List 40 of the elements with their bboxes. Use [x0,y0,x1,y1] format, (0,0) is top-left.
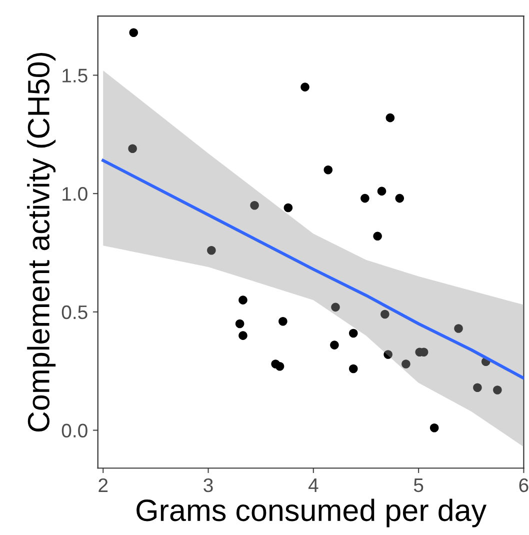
point [324,166,333,174]
point [331,302,340,312]
x-tick-label: 4 [308,478,318,492]
x-tick-label: 3 [204,478,213,492]
point [493,386,502,394]
point [250,201,259,210]
point [207,246,216,255]
point [360,194,370,203]
y-tick-label: 1.0 [62,187,88,201]
point [238,331,248,340]
point [377,186,386,196]
point [430,423,439,432]
y-tick-label: 0.5 [62,305,88,320]
point [384,350,392,359]
point [129,28,138,38]
point [380,310,390,319]
x-tick-label: 2 [98,478,108,492]
point [454,324,463,333]
point [373,232,382,241]
x-tick-label: 5 [414,478,424,492]
point [235,319,244,328]
point [395,194,404,203]
point [275,362,284,371]
point [402,360,410,368]
point [473,383,482,392]
point [238,296,248,304]
y-axis-title: Complement activity (CH50) [27,52,56,432]
point [300,82,310,92]
x-axis-title: Grams consumed per day [136,498,487,528]
point [386,113,395,122]
point [330,340,339,350]
x-tick-label: 6 [519,478,528,492]
y-tick-label: 0.0 [62,424,88,438]
point [284,203,293,212]
y-tick-label: 1.5 [62,68,88,82]
point [348,364,358,374]
point [128,144,137,153]
point [348,328,358,338]
point [278,316,288,326]
line-series [102,158,524,380]
